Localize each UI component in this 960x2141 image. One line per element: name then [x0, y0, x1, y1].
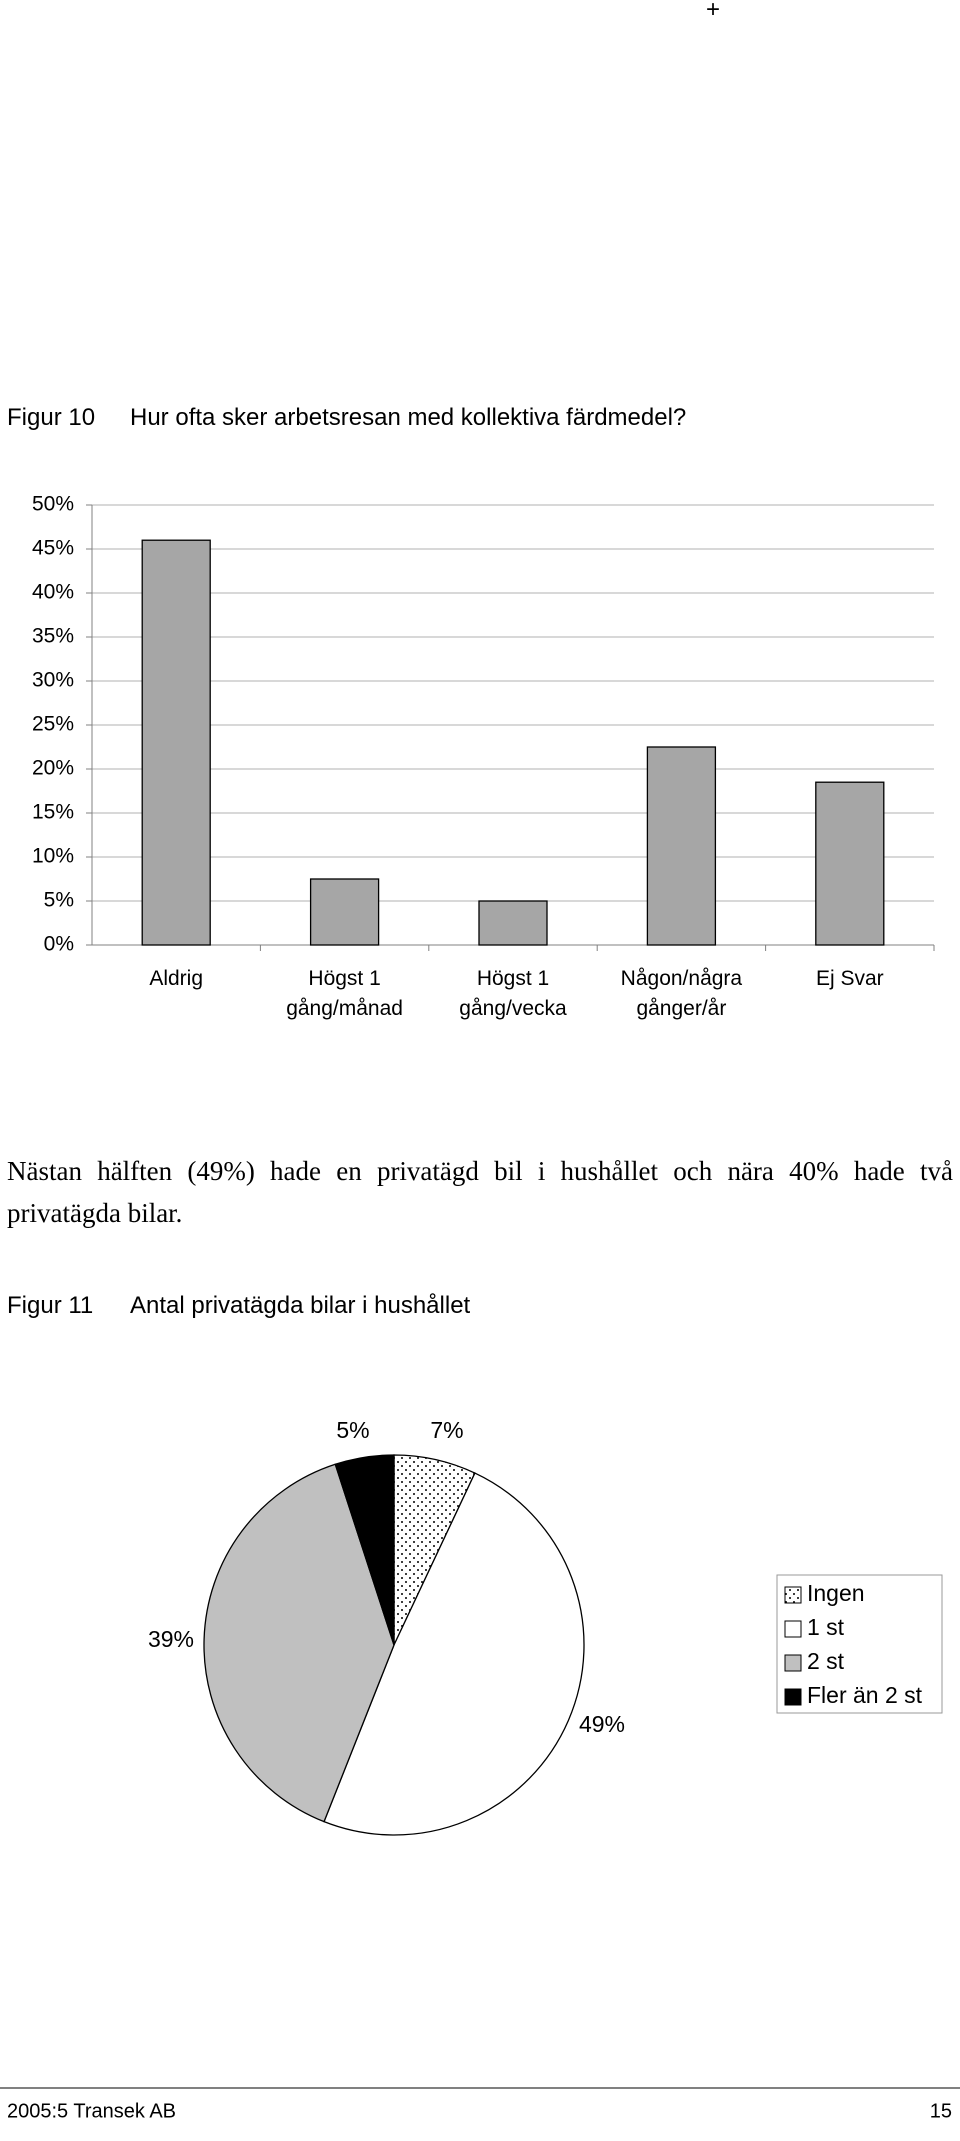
pie-slice [334, 1454, 395, 1646]
y-tick-label: 20% [32, 757, 74, 780]
data-label: 5% [336, 1417, 369, 1443]
y-tick-label: 25% [32, 713, 74, 736]
y-tick-label: 35% [32, 625, 74, 648]
bar [141, 539, 211, 946]
legend-label: Ingen [807, 1580, 865, 1606]
data-label: 49% [579, 1711, 625, 1737]
legend-swatch [784, 1586, 802, 1604]
data-label: 7% [430, 1417, 463, 1443]
bar [309, 878, 380, 946]
figure-label: Figur 11 [7, 1292, 94, 1319]
y-tick-label: 50% [32, 493, 74, 516]
figure-caption: Antal privatägda bilar i hushållet [130, 1292, 471, 1319]
y-tick-label: 45% [32, 537, 74, 560]
legend-box [776, 1574, 943, 1714]
pie-slice [323, 1472, 585, 1836]
legend-swatch [784, 1620, 802, 1638]
footer-page: 15 [930, 2100, 952, 2122]
x-tick-label: Högst 1 gång/månad [286, 967, 403, 1020]
y-tick-label: 0% [44, 933, 74, 956]
legend-label: Fler än 2 st [807, 1682, 923, 1708]
pie-slice [203, 1463, 395, 1823]
legend-swatch [784, 1688, 802, 1706]
y-tick-label: 15% [32, 801, 74, 824]
y-tick-label: 40% [32, 581, 74, 604]
bar [646, 746, 717, 946]
x-tick-label: Någon/några gånger/år [620, 967, 743, 1020]
bar [478, 900, 548, 946]
x-tick-label: Ej Svar [815, 967, 884, 990]
legend-label: 2 st [807, 1648, 845, 1674]
x-tick-label: Aldrig [149, 967, 204, 990]
figure-caption: Hur ofta sker arbetsresan med kollektiva… [130, 404, 687, 431]
x-tick-label: Högst 1 gång/vecka [459, 967, 567, 1020]
legend-swatch [784, 1654, 802, 1672]
legend-label: 1 st [807, 1614, 845, 1640]
paragraph: Nästan hälften (49%) hade en privatägd b… [7, 1156, 953, 1228]
data-label: 39% [148, 1626, 194, 1652]
figure-label: Figur 10 [7, 404, 96, 431]
bar [815, 781, 885, 946]
header-mark: + [706, 0, 721, 23]
y-tick-label: 30% [32, 669, 74, 692]
y-tick-label: 10% [32, 845, 74, 868]
y-tick-label: 5% [44, 889, 74, 912]
footer-left: 2005:5 Transek AB [7, 2100, 176, 2122]
